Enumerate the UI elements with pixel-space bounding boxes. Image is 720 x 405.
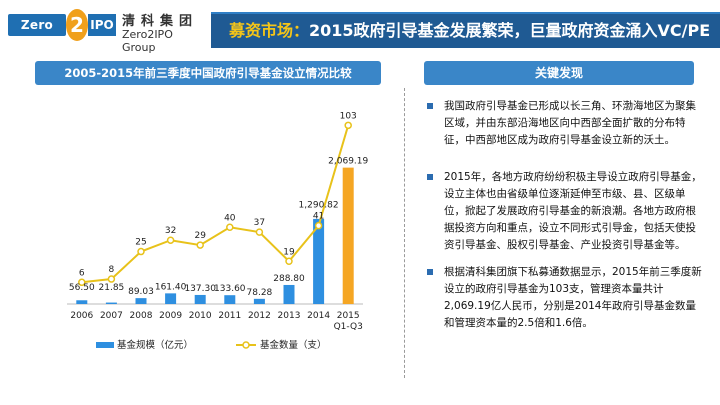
x-tick-label: Q1-Q3: [334, 322, 363, 332]
x-tick-label: 2015: [337, 311, 360, 321]
panel-divider: [404, 88, 405, 378]
company-logo: Zero 2 IPO 清科集团 Zero2IPO Group: [4, 6, 209, 54]
bar: [253, 298, 265, 304]
line-point: [285, 257, 293, 266]
bar: [76, 300, 88, 304]
line-point: [78, 278, 86, 287]
legend-label: 基金规模（亿元）: [117, 339, 193, 351]
bar-data-label: 133.60: [214, 284, 246, 294]
slide-title: 募资市场：2015政府引导基金发展繁荣，巨量政府资金涌入VC/PE: [229, 14, 710, 48]
bullet-square-icon: [427, 103, 433, 109]
line-point: [196, 241, 204, 249]
line-point: [226, 223, 234, 232]
line-data-label: 8: [109, 265, 115, 275]
bar-data-label: 78.28: [247, 288, 273, 298]
bullet-square-icon: [427, 174, 433, 180]
findings-list: 我国政府引导基金已形成以长三角、环渤海地区为聚集区域，并由东部沿海地区向中西部全…: [424, 98, 704, 342]
fund-chart: 6 8 25 32 29 40 37 19 41 103 56.50 21.85 89.03 161.40…: [67, 111, 369, 351]
x-tick-label: 2013: [278, 311, 301, 321]
bar: [283, 284, 295, 304]
x-tick-label: 2012: [248, 311, 271, 321]
finding-text: 我国政府引导基金已形成以长三角、环渤海地区为聚集区域，并由东部沿海地区向中西部全…: [444, 100, 696, 146]
bar: [194, 294, 206, 304]
line-data-label: 25: [135, 238, 146, 248]
header: Zero 2 IPO 清科集团 Zero2IPO Group 募资市场：2015…: [0, 0, 720, 54]
x-tick-label: 2006: [70, 311, 93, 321]
finding-item: 根据清科集团旗下私募通数据显示，2015年前三季度新设立的政府引导基金为103支…: [424, 264, 704, 332]
logo-mark-zero: Zero: [8, 14, 66, 36]
line-data-label: 37: [254, 218, 265, 228]
slide-title-main: 2015政府引导基金发展繁荣，巨量政府资金涌入VC/PE: [309, 21, 711, 40]
line-point: [314, 221, 323, 230]
slide-title-prefix: 募资市场：: [229, 21, 310, 40]
line-data-label: 41: [313, 212, 324, 222]
finding-item: 2015年，各地方政府纷纷积极主导设立政府引导基金，设立主体也由省级单位逐渐延伸…: [424, 169, 704, 254]
logo-mark-digit: 2: [66, 9, 88, 41]
finding-text: 2015年，各地方政府纷纷积极主导设立政府引导基金，设立主体也由省级单位逐渐延伸…: [444, 171, 702, 251]
line-data-label: 32: [165, 226, 176, 236]
bar-data-label: 288.80: [273, 274, 305, 284]
bar-data-label: 2,069.19: [328, 157, 368, 167]
x-tick-label: 2009: [159, 311, 182, 321]
bar: [105, 302, 117, 304]
x-tick-label: 2011: [218, 311, 241, 321]
bar-data-label: 137.30: [184, 284, 216, 294]
x-tick-label: 2007: [100, 311, 123, 321]
bullet-square-icon: [427, 269, 433, 275]
line-data-label: 6: [79, 268, 85, 278]
bar: [313, 218, 325, 304]
bar: [224, 295, 236, 304]
finding-item: 我国政府引导基金已形成以长三角、环渤海地区为聚集区域，并由东部沿海地区向中西部全…: [424, 98, 704, 149]
line-point: [344, 121, 352, 130]
logo-chinese-name: 清科集团: [122, 14, 199, 29]
line-data-label: 103: [340, 111, 357, 121]
bar: [342, 167, 354, 304]
line-data-label: 19: [283, 247, 295, 257]
line-data-label: 29: [194, 231, 206, 241]
legend-line-marker: [242, 341, 250, 349]
line-point: [166, 236, 175, 244]
bar-data-label: 1,290.82: [299, 201, 339, 211]
x-tick-label: 2010: [189, 311, 212, 321]
bar: [135, 298, 147, 304]
logo-mark-ipo: IPO: [88, 14, 116, 36]
bar-data-label: 21.85: [99, 283, 125, 293]
line-point: [137, 247, 145, 256]
bar: [165, 293, 177, 304]
x-tick-label: 2014: [307, 311, 330, 321]
legend-bar-swatch: [96, 342, 114, 348]
line-point: [107, 275, 116, 283]
slide-title-bar: 募资市场：2015政府引导基金发展繁荣，巨量政府资金涌入VC/PE: [211, 12, 720, 48]
bar-data-label: 56.50: [69, 283, 95, 293]
bar-data-label: 161.40: [155, 282, 187, 292]
finding-text: 根据清科集团旗下私募通数据显示，2015年前三季度新设立的政府引导基金为103支…: [444, 266, 702, 329]
line-data-label: 40: [224, 213, 236, 223]
logo-english-name: Zero2IPO Group: [122, 28, 173, 54]
x-tick-label: 2008: [130, 311, 153, 321]
findings-heading: 关键发现: [424, 61, 694, 85]
chart-heading: 2005-2015年前三季度中国政府引导基金设立情况比较: [35, 61, 381, 85]
line-point: [255, 228, 264, 236]
bar-data-label: 89.03: [128, 287, 154, 297]
series-line: [81, 125, 350, 284]
legend-label: 基金数量（支）: [260, 339, 327, 351]
